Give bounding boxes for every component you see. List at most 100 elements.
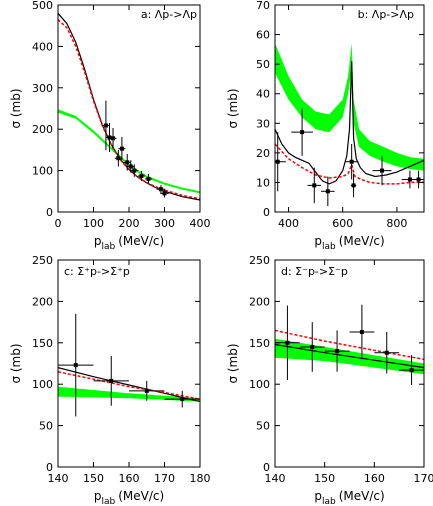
data-marker bbox=[125, 160, 130, 165]
panel-d: 140 150 160 170 0 50 100 150 200 250 d: Σ⁻p->Σ⁻p σ … bbox=[226, 254, 433, 506]
data-point bbox=[349, 304, 375, 360]
data-point bbox=[350, 173, 357, 198]
x-tick-label: 160 bbox=[364, 472, 385, 485]
panel-b: 400 600 800 0 10 20 30 40 50 60 70 b: Λp->Λp σ (mb) p… bbox=[226, 0, 425, 252]
x-tick-label: 180 bbox=[190, 472, 211, 485]
x-axis-symbol: p bbox=[94, 234, 102, 248]
data-point bbox=[324, 330, 350, 372]
plot-area bbox=[58, 12, 200, 201]
x-axis-subscript: lab bbox=[322, 242, 336, 252]
x-axis-title: plab (MeV/c) bbox=[314, 234, 384, 252]
data-point bbox=[156, 185, 166, 194]
data-marker bbox=[158, 187, 163, 192]
y-axis-title: σ (mb) bbox=[226, 88, 240, 128]
data-point bbox=[109, 127, 117, 149]
dashed-model-curve bbox=[58, 371, 200, 400]
data-point bbox=[291, 108, 313, 156]
y-axis-title: σ (mb) bbox=[9, 343, 23, 383]
plot-area bbox=[275, 304, 424, 386]
x-tick-label: 400 bbox=[278, 217, 299, 230]
x-axis-symbol: p bbox=[314, 489, 322, 503]
data-point bbox=[374, 332, 400, 374]
uncertainty-band bbox=[58, 109, 200, 194]
y-axis-title: σ (mb) bbox=[226, 343, 240, 383]
x-tick-label: 600 bbox=[332, 217, 353, 230]
y-tick-label: 10 bbox=[256, 176, 270, 189]
x-axis-title: plab (MeV/c) bbox=[314, 489, 384, 506]
x-axis-subscript: lab bbox=[101, 497, 115, 506]
x-axis-title: plab (MeV/c) bbox=[94, 489, 164, 506]
solid-model-curve bbox=[58, 12, 200, 201]
x-tick-label: 150 bbox=[83, 472, 104, 485]
data-marker bbox=[132, 168, 137, 173]
data-marker bbox=[285, 340, 290, 345]
panel-label: a: Λp->Λp bbox=[141, 8, 197, 21]
panel-label: c: Σ⁺p->Σ⁺p bbox=[64, 265, 130, 278]
x-tick-label: 160 bbox=[119, 472, 140, 485]
data-marker bbox=[416, 177, 421, 182]
y-tick-label: 300 bbox=[32, 82, 53, 95]
x-tick-label: 100 bbox=[83, 217, 104, 230]
y-tick-label: 200 bbox=[32, 295, 53, 308]
y-tick-label: 150 bbox=[249, 337, 270, 350]
data-point bbox=[160, 189, 169, 198]
dashed-model-curve bbox=[58, 18, 200, 200]
data-point bbox=[275, 132, 286, 192]
x-axis-unit: (MeV/c) bbox=[118, 489, 164, 503]
y-tick-label: 60 bbox=[256, 29, 270, 42]
data-marker bbox=[275, 159, 280, 164]
x-tick-label: 800 bbox=[386, 217, 407, 230]
data-point bbox=[307, 167, 322, 204]
x-axis-title: plab (MeV/c) bbox=[94, 234, 164, 252]
solid-model-curve bbox=[58, 367, 200, 403]
data-marker bbox=[325, 189, 330, 194]
data-point bbox=[344, 143, 359, 180]
data-marker bbox=[180, 397, 185, 402]
data-marker bbox=[109, 378, 114, 383]
y-tick-label: 500 bbox=[32, 0, 53, 12]
y-tick-label: 0 bbox=[263, 206, 270, 219]
data-marker bbox=[128, 164, 133, 169]
data-marker bbox=[359, 330, 364, 335]
data-point bbox=[372, 155, 392, 186]
panel-c: 140 150 160 170 180 0 50 100 150 200 250 c: Σ⁺p->Σ⁺… bbox=[9, 254, 211, 506]
data-point bbox=[164, 390, 200, 408]
data-point bbox=[137, 171, 145, 181]
x-axis-symbol: p bbox=[314, 234, 322, 248]
data-marker bbox=[139, 173, 144, 178]
y-tick-label: 50 bbox=[39, 420, 53, 433]
data-marker bbox=[409, 368, 414, 373]
data-marker bbox=[73, 363, 78, 368]
data-marker bbox=[407, 177, 412, 182]
y-tick-label: 100 bbox=[32, 165, 53, 178]
data-marker bbox=[384, 350, 389, 355]
x-tick-label: 0 bbox=[55, 217, 62, 230]
data-marker bbox=[107, 135, 112, 140]
plot-frame bbox=[274, 259, 425, 468]
x-tick-label: 140 bbox=[48, 472, 69, 485]
data-marker bbox=[162, 191, 167, 196]
x-tick-label: 400 bbox=[190, 217, 211, 230]
data-point bbox=[93, 356, 129, 406]
x-axis-unit: (MeV/c) bbox=[118, 234, 164, 248]
data-point bbox=[129, 380, 165, 401]
plot-frame bbox=[57, 259, 201, 468]
dashed-model-curve bbox=[275, 329, 424, 361]
data-marker bbox=[312, 183, 317, 188]
plot-area bbox=[58, 313, 200, 417]
y-tick-label: 20 bbox=[256, 147, 270, 160]
y-tick-label: 400 bbox=[32, 40, 53, 53]
y-tick-label: 30 bbox=[256, 117, 270, 130]
y-tick-label: 100 bbox=[32, 378, 53, 391]
y-tick-label: 50 bbox=[256, 58, 270, 71]
data-point bbox=[58, 313, 94, 417]
data-point bbox=[130, 164, 138, 177]
solid-model-curve bbox=[275, 343, 424, 369]
data-marker bbox=[380, 168, 385, 173]
y-tick-label: 0 bbox=[46, 206, 53, 219]
data-point bbox=[118, 137, 126, 161]
y-tick-label: 250 bbox=[32, 254, 53, 267]
y-tick-label: 200 bbox=[32, 123, 53, 136]
data-marker bbox=[335, 349, 340, 354]
